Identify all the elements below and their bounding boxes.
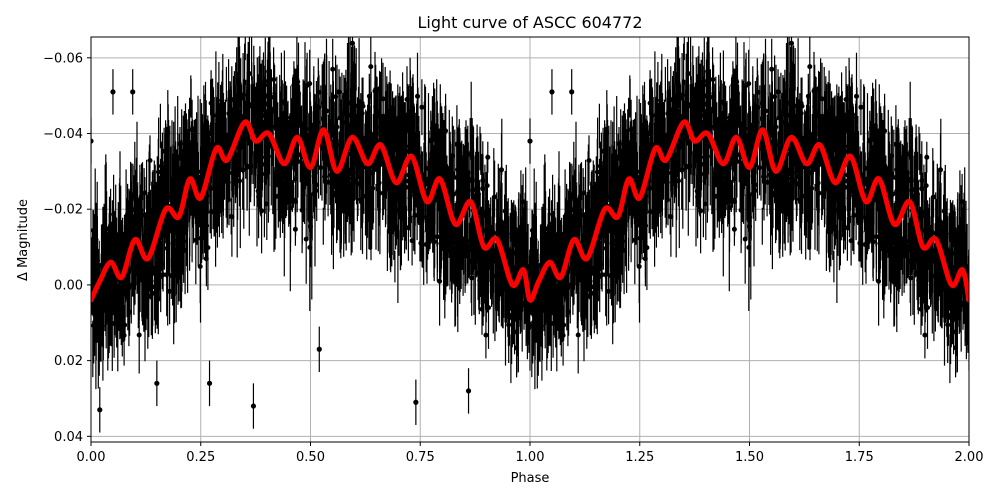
- x-tick-label: 0.25: [186, 450, 215, 465]
- outlier-point: [91, 138, 94, 144]
- outlier-point: [336, 89, 342, 95]
- outlier-point: [569, 89, 575, 95]
- data-markers: [91, 37, 969, 351]
- outlier-point: [465, 388, 472, 394]
- outlier-point: [130, 89, 136, 95]
- x-tick-label: 2.00: [955, 450, 984, 465]
- x-tick-label: 0.50: [296, 450, 325, 465]
- x-tick-label: 1.00: [516, 450, 545, 465]
- y-tick-label: −0.02: [43, 203, 83, 218]
- outlier-point: [413, 399, 419, 405]
- y-axis-label: Δ Magnitude: [16, 199, 31, 281]
- outlier-point: [97, 407, 103, 413]
- observation-points: [91, 37, 969, 433]
- x-tick-label: 1.50: [735, 450, 764, 465]
- x-axis-label: Phase: [511, 471, 550, 486]
- outlier-point: [775, 89, 781, 95]
- y-tick-label: 0.00: [54, 278, 83, 293]
- outlier-point: [250, 403, 257, 409]
- y-tick-label: −0.06: [43, 51, 83, 66]
- outlier-point: [527, 138, 533, 144]
- y-tick-label: 0.04: [54, 430, 83, 445]
- outlier-point: [316, 346, 322, 352]
- outlier-point: [549, 89, 555, 95]
- chart-title: Light curve of ASCC 604772: [417, 13, 642, 32]
- x-tick-label: 0.00: [77, 450, 106, 465]
- x-tick-label: 1.75: [845, 450, 874, 465]
- x-axis-ticks: 0.00 0.25 0.50 0.75 1.00 1.25 1.50 1.75 2.00: [77, 442, 984, 465]
- model-fit-line: [91, 119, 969, 303]
- y-tick-label: 0.02: [54, 354, 83, 369]
- outlier-point: [154, 380, 160, 386]
- x-tick-label: 1.25: [625, 450, 654, 465]
- y-axis-ticks: −0.06 −0.04 −0.02 0.00 0.02 0.04: [43, 51, 91, 445]
- y-tick-label: −0.04: [43, 127, 83, 142]
- x-tick-label: 0.75: [406, 450, 435, 465]
- outlier-point: [206, 380, 213, 386]
- outlier-point: [110, 89, 116, 95]
